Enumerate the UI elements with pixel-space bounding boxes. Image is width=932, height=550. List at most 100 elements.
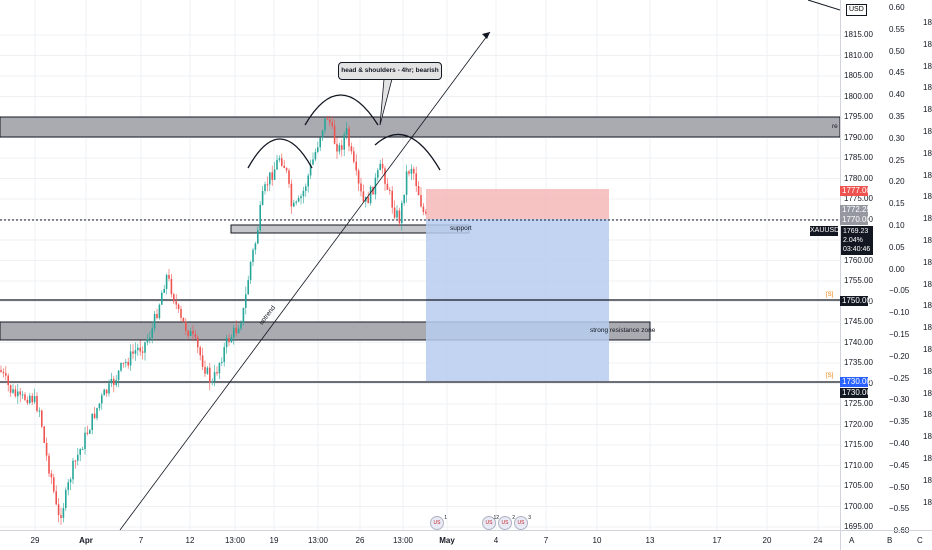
candle-body [153, 313, 156, 329]
head-shoulders-callout[interactable]: head & shoulders - 4hr; bearish [338, 62, 442, 80]
chart-pane[interactable]: head & shoulders - 4hr; bearish support … [0, 0, 840, 530]
candle-body [7, 375, 9, 386]
secondary-price-tick: 1834.00 [923, 192, 932, 202]
candle [53, 473, 55, 494]
candle-body [319, 137, 321, 148]
currency-label[interactable]: USD [846, 4, 867, 16]
percent-tick: 0.35 [889, 112, 905, 121]
candle-body [74, 460, 77, 462]
candle-body [185, 321, 187, 331]
candle-body [247, 280, 249, 295]
candle-body [357, 170, 360, 184]
candle-body [305, 186, 307, 191]
candle [297, 195, 300, 203]
time-tick: 7 [138, 536, 144, 545]
stop-price-badge: 1777.00 [840, 186, 871, 196]
candle-body [98, 403, 101, 409]
candle [0, 365, 2, 373]
candle [309, 159, 312, 179]
candle-body [192, 331, 194, 335]
candle-body [384, 168, 386, 184]
candle [29, 393, 31, 405]
support-label: support [450, 225, 472, 232]
candle-body [213, 372, 216, 382]
candle [108, 379, 110, 397]
secondary-price-tick: 1820.00 [923, 345, 932, 354]
economic-event-icon[interactable]: US 1 [430, 515, 447, 530]
candle [230, 334, 233, 343]
candle-body [273, 169, 276, 180]
level-1750-badge: 1750.00 [840, 296, 871, 306]
percent-tick: 0.30 [889, 133, 905, 143]
percent-tick: 0.55 [889, 24, 905, 34]
candle-body [151, 328, 153, 338]
secondary-price-tick: 1840.00 [923, 127, 932, 136]
candle [353, 147, 355, 164]
candle-body [36, 396, 38, 411]
candle [259, 201, 261, 234]
economic-event-icon[interactable]: US 2 [498, 515, 515, 530]
candle-body [381, 163, 384, 169]
candle [343, 131, 345, 157]
time-tick: 13:00 [392, 536, 414, 545]
candle-body [300, 196, 302, 199]
candle [151, 321, 153, 344]
price-axis[interactable]: 1815.00 1810.00 1805.00 1800.00 1795.00 1790.… [840, 0, 886, 531]
price-tick: 1810.00 [844, 50, 873, 60]
percent-axis[interactable]: 0.60 0.55 0.50 0.45 0.40 0.35 0.30 0.25 0.20 0.15… [885, 0, 932, 535]
price-chart[interactable] [0, 0, 840, 530]
candle-body [81, 449, 84, 451]
candle-body [341, 145, 343, 150]
auto-scale-button[interactable]: A [849, 536, 855, 545]
percent-tick: 0.10 [889, 221, 905, 230]
candle-body [65, 489, 67, 509]
candle-body [230, 337, 233, 343]
candle-body [182, 317, 185, 322]
scale-c-button[interactable]: C [917, 536, 923, 545]
time-tick: 13:00 [224, 536, 246, 545]
candle [189, 327, 192, 337]
candle [199, 345, 201, 361]
candle-body [96, 408, 98, 419]
candle-body [120, 362, 122, 371]
candle-body [53, 477, 55, 492]
candle-body [33, 396, 36, 403]
candle [324, 118, 326, 134]
candle [218, 362, 221, 380]
candle-body [324, 118, 326, 131]
time-tick: Apr [79, 536, 93, 545]
candle [24, 392, 26, 402]
candle [247, 275, 249, 295]
candle-body [91, 413, 93, 431]
candle [12, 383, 14, 395]
candle [336, 137, 338, 159]
candle-body [125, 361, 127, 364]
secondary-price-tick: 1808.00 [923, 475, 932, 485]
candle-body [141, 351, 144, 353]
candle [43, 425, 45, 444]
candle [372, 186, 374, 195]
candle [408, 169, 410, 177]
economic-event-icon[interactable]: US 12 [482, 515, 499, 530]
candle-body [158, 304, 161, 319]
economic-event-icon[interactable]: US 3 [514, 515, 531, 530]
candle-body [415, 173, 417, 187]
candle-body [105, 389, 108, 394]
candle-body [225, 338, 228, 348]
scale-b-button[interactable]: B [887, 536, 893, 545]
candle [74, 459, 77, 469]
alert-marker-icon[interactable]: [S] [826, 292, 834, 298]
candle [273, 162, 276, 181]
price-badge-2: 1770.00 [840, 215, 871, 225]
alert-marker-icon[interactable]: [S] [826, 373, 834, 379]
price-tick: 1740.00 [844, 337, 873, 347]
candle-body [139, 347, 141, 352]
candle [120, 362, 122, 373]
candle-body [278, 158, 281, 160]
candle-body [343, 134, 345, 150]
candle-body [29, 395, 31, 404]
time-axis[interactable]: 29 Apr 7 12 13:00 19 13:00 26 13:00 May 4 7 10 13 17 20… [0, 530, 840, 550]
candle [33, 388, 36, 405]
candle [103, 388, 105, 396]
candle-body [163, 288, 165, 293]
